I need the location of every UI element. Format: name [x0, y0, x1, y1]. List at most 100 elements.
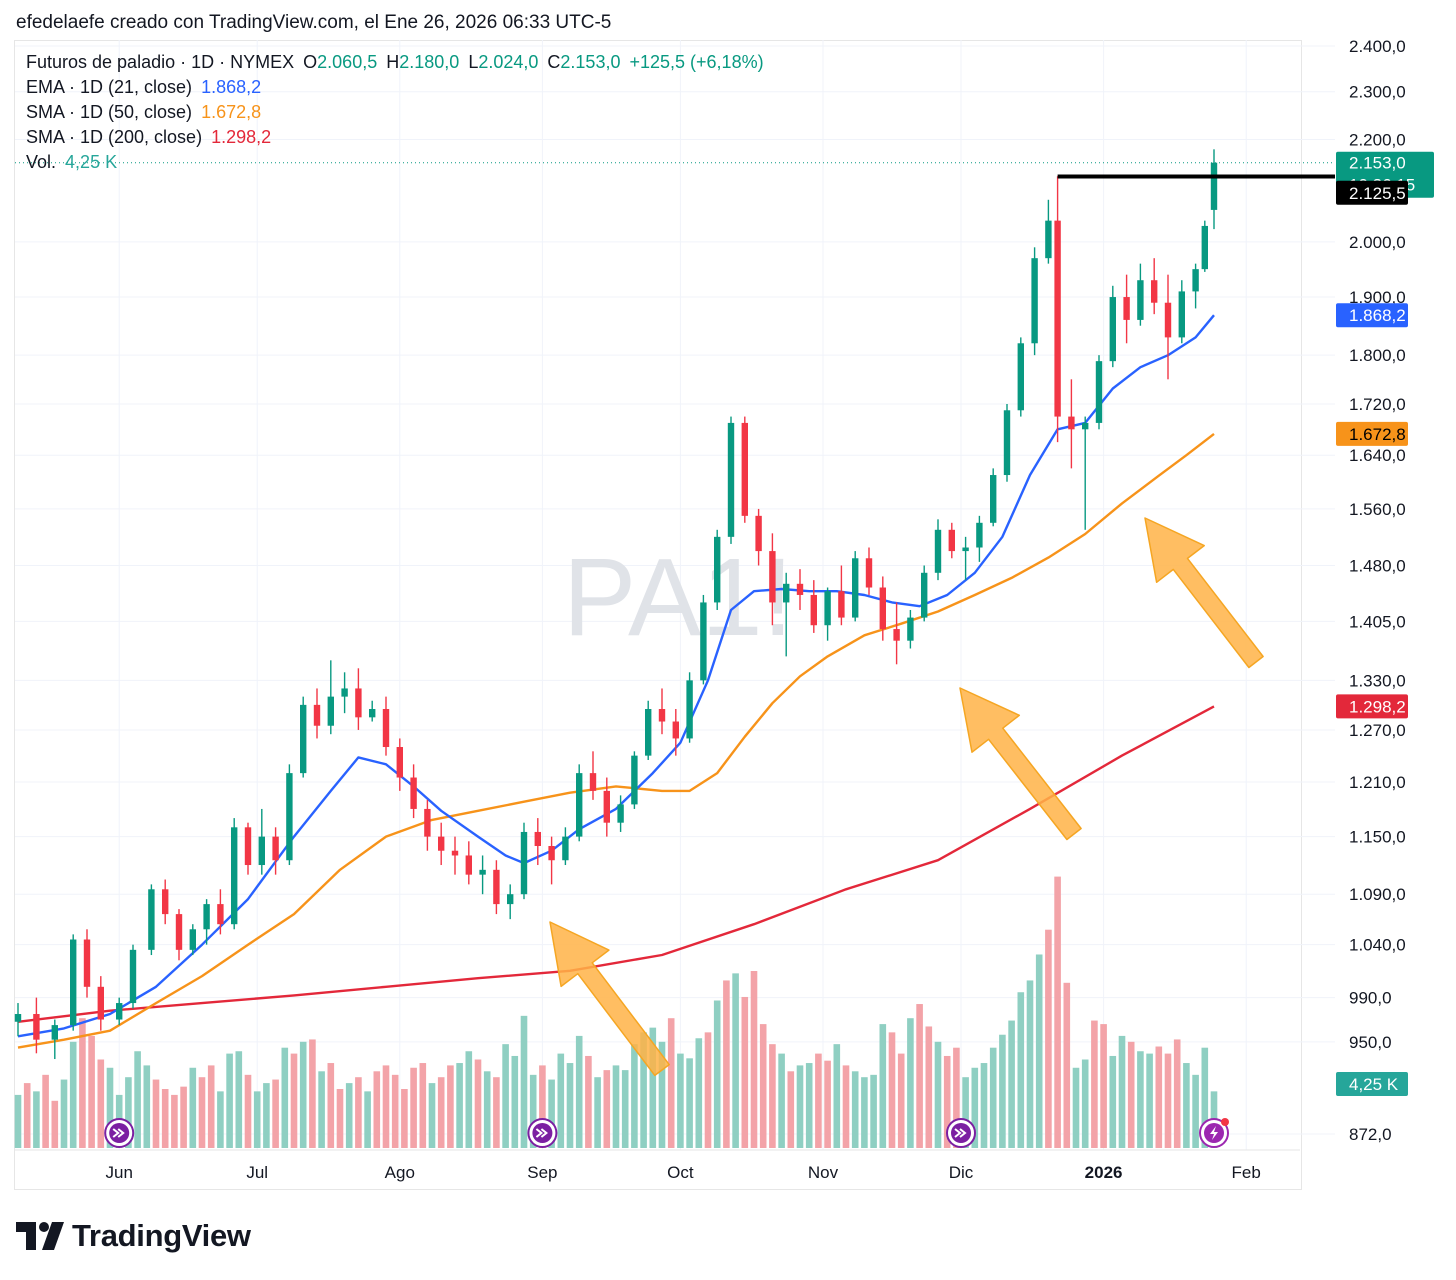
- candle[interactable]: [438, 822, 445, 866]
- candle[interactable]: [907, 609, 914, 649]
- candle[interactable]: [217, 889, 224, 935]
- candle[interactable]: [244, 822, 252, 875]
- candle[interactable]: [396, 738, 403, 791]
- candle[interactable]: [1137, 263, 1144, 326]
- candle[interactable]: [1210, 149, 1218, 230]
- candle[interactable]: [1164, 274, 1172, 380]
- candle[interactable]: [97, 976, 104, 1031]
- candle[interactable]: [741, 416, 748, 523]
- candle[interactable]: [976, 515, 983, 562]
- candle[interactable]: [1031, 247, 1038, 356]
- ema21-line[interactable]: [17, 314, 1215, 1038]
- candle[interactable]: [810, 580, 817, 633]
- candle[interactable]: [962, 536, 969, 581]
- candle[interactable]: [272, 827, 279, 875]
- candle[interactable]: [672, 709, 679, 756]
- price-chart[interactable]: PA1! 2.400,0 2.300,0 2.200,0 2.000,0 1.900,0…: [0, 0, 1456, 1200]
- candle[interactable]: [755, 508, 762, 566]
- candle[interactable]: [507, 884, 514, 920]
- candle[interactable]: [189, 924, 196, 956]
- candle[interactable]: [327, 660, 334, 735]
- dividend-event-icon[interactable]: [527, 1118, 558, 1148]
- candle[interactable]: [1003, 404, 1011, 482]
- candle[interactable]: [116, 997, 123, 1026]
- tradingview-logo[interactable]: TradingView: [16, 1214, 251, 1258]
- legend-sma50[interactable]: SMA · 1D (50, close) 1.672,8: [26, 102, 261, 123]
- candle[interactable]: [796, 569, 804, 610]
- candle[interactable]: [1151, 258, 1158, 315]
- candle[interactable]: [714, 529, 721, 610]
- live-event-icon[interactable]: [1199, 1118, 1229, 1148]
- candle[interactable]: [520, 822, 528, 900]
- candle[interactable]: [300, 696, 307, 778]
- candle[interactable]: [589, 751, 597, 800]
- candle[interactable]: [410, 764, 417, 819]
- candle[interactable]: [645, 700, 652, 760]
- dividend-event-icon[interactable]: [104, 1118, 135, 1148]
- candle[interactable]: [14, 1003, 22, 1037]
- candle[interactable]: [203, 899, 210, 945]
- candle[interactable]: [355, 668, 362, 730]
- candle[interactable]: [852, 551, 859, 622]
- candle[interactable]: [617, 795, 624, 832]
- candle[interactable]: [934, 519, 942, 581]
- candle[interactable]: [313, 688, 321, 739]
- candle[interactable]: [879, 576, 886, 641]
- sma200-line[interactable]: [17, 705, 1215, 1023]
- dividend-event-icon[interactable]: [946, 1118, 976, 1148]
- candle[interactable]: [576, 764, 583, 842]
- candle[interactable]: [1017, 337, 1024, 417]
- legend-ema[interactable]: EMA · 1D (21, close) 1.868,2: [26, 77, 261, 98]
- ema-price-badge[interactable]: 1.868,2: [1336, 303, 1408, 328]
- candle[interactable]: [686, 672, 693, 743]
- legend-sma200[interactable]: SMA · 1D (200, close) 1.298,2: [26, 127, 271, 148]
- candle[interactable]: [424, 799, 431, 851]
- candle[interactable]: [700, 594, 707, 685]
- candle[interactable]: [175, 909, 183, 961]
- sma50-price-badge[interactable]: 1.672,8: [1336, 421, 1408, 446]
- candle[interactable]: [548, 836, 555, 885]
- candle[interactable]: [258, 808, 265, 875]
- candle[interactable]: [83, 929, 91, 998]
- candle[interactable]: [824, 587, 831, 641]
- candle[interactable]: [631, 751, 638, 809]
- candle[interactable]: [465, 841, 472, 885]
- sma50-line[interactable]: [17, 432, 1215, 1049]
- candle[interactable]: [1201, 220, 1208, 272]
- volume-badge[interactable]: 4,25 K: [1336, 1072, 1408, 1096]
- candle[interactable]: [783, 572, 790, 657]
- candle[interactable]: [162, 879, 169, 925]
- candle[interactable]: [231, 818, 238, 930]
- candle[interactable]: [1123, 274, 1130, 344]
- candle[interactable]: [51, 1019, 58, 1060]
- candle[interactable]: [33, 997, 40, 1054]
- candle[interactable]: [369, 700, 376, 722]
- hline-price-badge[interactable]: 2.125,5: [1336, 180, 1408, 205]
- candle[interactable]: [1192, 263, 1199, 309]
- candle[interactable]: [382, 696, 390, 756]
- candle[interactable]: [769, 533, 776, 626]
- candle[interactable]: [479, 855, 486, 895]
- sma200-price-badge[interactable]: 1.298,2: [1336, 694, 1408, 719]
- candle[interactable]: [658, 688, 666, 735]
- candle[interactable]: [603, 777, 610, 837]
- candle[interactable]: [1178, 280, 1185, 344]
- candle[interactable]: [865, 547, 873, 595]
- candle[interactable]: [70, 934, 77, 1031]
- chart-frame[interactable]: [14, 40, 1302, 1190]
- candle[interactable]: [148, 884, 155, 956]
- candle[interactable]: [1082, 416, 1089, 530]
- candle[interactable]: [921, 565, 928, 622]
- candle[interactable]: [286, 764, 293, 866]
- candle[interactable]: [838, 565, 845, 626]
- candle[interactable]: [1095, 355, 1103, 430]
- candle[interactable]: [1068, 379, 1075, 469]
- candle[interactable]: [562, 827, 569, 866]
- candle[interactable]: [129, 944, 137, 1009]
- candle[interactable]: [1054, 176, 1061, 443]
- candle[interactable]: [893, 602, 900, 665]
- candle[interactable]: [990, 468, 997, 527]
- legend-volume[interactable]: Vol. 4,25 K: [26, 152, 117, 173]
- candle[interactable]: [948, 522, 955, 559]
- candle[interactable]: [1045, 199, 1052, 264]
